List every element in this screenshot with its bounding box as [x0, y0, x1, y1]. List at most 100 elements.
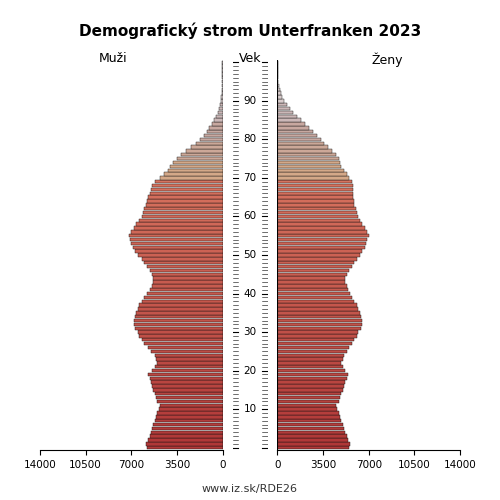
- Bar: [278, 96, 282, 98]
- Bar: [278, 276, 345, 280]
- Bar: [138, 254, 222, 256]
- Bar: [147, 292, 222, 295]
- Text: Ženy: Ženy: [371, 52, 402, 67]
- Bar: [135, 250, 222, 253]
- Bar: [278, 242, 366, 245]
- Bar: [158, 361, 222, 364]
- Bar: [278, 354, 344, 357]
- Bar: [278, 176, 349, 180]
- Bar: [278, 423, 342, 426]
- Bar: [151, 430, 222, 434]
- Bar: [132, 246, 222, 249]
- Bar: [278, 261, 354, 264]
- Text: 20: 20: [244, 366, 256, 376]
- Text: www.iz.sk/RDE26: www.iz.sk/RDE26: [202, 484, 298, 494]
- Bar: [278, 92, 280, 95]
- Bar: [278, 292, 350, 295]
- Bar: [168, 168, 222, 172]
- Bar: [154, 419, 222, 422]
- Bar: [152, 272, 222, 276]
- Text: 80: 80: [244, 134, 256, 144]
- Bar: [278, 211, 357, 214]
- Bar: [278, 207, 355, 210]
- Bar: [152, 284, 222, 288]
- Bar: [147, 265, 222, 268]
- Bar: [221, 99, 222, 102]
- Bar: [156, 358, 222, 360]
- Bar: [278, 280, 345, 283]
- Bar: [154, 388, 222, 392]
- Bar: [160, 404, 222, 407]
- Bar: [148, 346, 222, 349]
- Bar: [139, 304, 222, 307]
- Bar: [160, 176, 222, 180]
- Bar: [278, 322, 362, 326]
- Bar: [214, 118, 222, 122]
- Bar: [146, 442, 222, 446]
- Bar: [278, 118, 301, 122]
- Bar: [177, 157, 222, 160]
- Bar: [278, 365, 342, 368]
- Bar: [158, 412, 222, 414]
- Bar: [156, 396, 222, 400]
- Text: 40: 40: [244, 288, 256, 298]
- Bar: [154, 365, 222, 368]
- Bar: [278, 434, 346, 438]
- Bar: [144, 296, 222, 299]
- Bar: [278, 103, 287, 106]
- Bar: [142, 257, 222, 260]
- Bar: [158, 400, 222, 403]
- Bar: [150, 376, 222, 380]
- Bar: [204, 134, 222, 137]
- Text: Muži: Muži: [98, 52, 128, 66]
- Bar: [278, 369, 345, 372]
- Bar: [278, 157, 339, 160]
- Bar: [154, 280, 222, 283]
- Bar: [278, 234, 368, 237]
- Bar: [138, 308, 222, 310]
- Bar: [150, 434, 222, 438]
- Bar: [144, 342, 222, 345]
- Bar: [186, 150, 222, 152]
- Bar: [278, 342, 352, 345]
- Bar: [134, 322, 222, 326]
- Bar: [151, 188, 222, 191]
- Bar: [142, 338, 222, 342]
- Bar: [278, 265, 352, 268]
- Bar: [278, 153, 336, 156]
- Bar: [278, 230, 368, 234]
- Bar: [135, 326, 222, 330]
- Bar: [278, 110, 293, 114]
- Bar: [154, 423, 222, 426]
- Bar: [278, 150, 332, 152]
- Bar: [278, 246, 365, 249]
- Bar: [278, 361, 342, 364]
- Bar: [278, 192, 353, 195]
- Text: 30: 30: [244, 327, 256, 337]
- Bar: [191, 146, 222, 149]
- Bar: [135, 315, 222, 318]
- Bar: [278, 408, 338, 411]
- Bar: [278, 250, 362, 253]
- Bar: [278, 200, 354, 202]
- Bar: [210, 126, 222, 130]
- Bar: [278, 138, 320, 141]
- Bar: [278, 350, 346, 353]
- Bar: [152, 426, 222, 430]
- Bar: [138, 330, 222, 334]
- Bar: [181, 153, 222, 156]
- Bar: [146, 203, 222, 206]
- Bar: [278, 376, 346, 380]
- Bar: [136, 311, 222, 314]
- Bar: [278, 180, 352, 184]
- Bar: [134, 226, 222, 230]
- Bar: [278, 168, 344, 172]
- Bar: [278, 308, 358, 310]
- Bar: [150, 268, 222, 272]
- Bar: [148, 373, 222, 376]
- Bar: [278, 172, 346, 176]
- Bar: [154, 180, 222, 184]
- Bar: [278, 392, 342, 396]
- Bar: [139, 334, 222, 338]
- Bar: [278, 326, 361, 330]
